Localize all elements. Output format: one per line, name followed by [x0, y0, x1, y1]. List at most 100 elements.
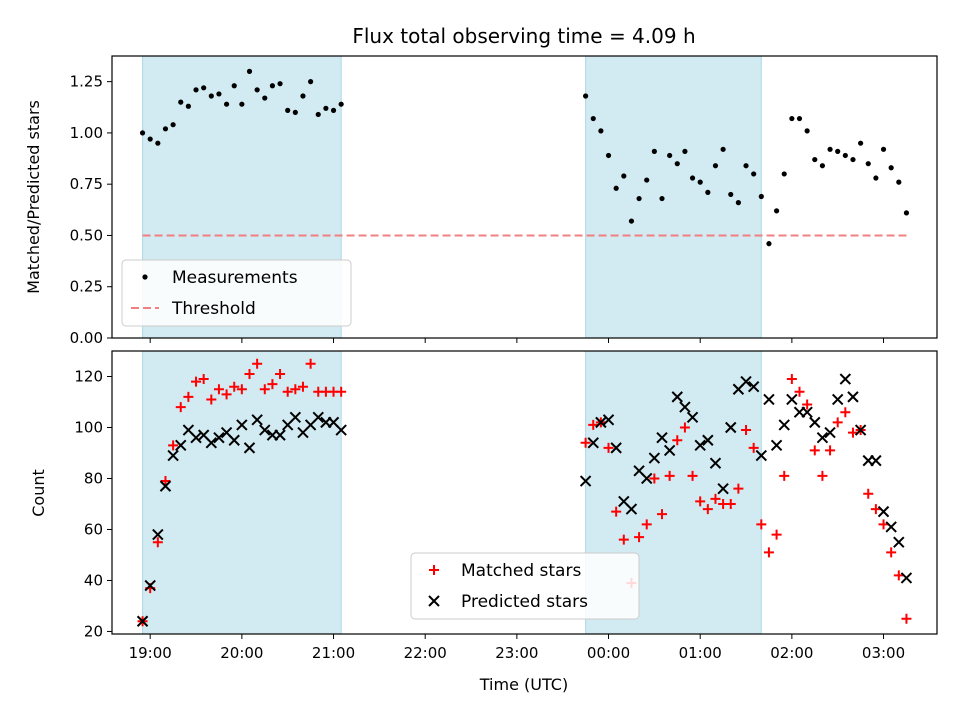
matched-star-point	[252, 358, 263, 369]
matched-star-point	[236, 384, 247, 395]
matched-star-point	[817, 470, 828, 481]
measurement-point	[590, 115, 596, 122]
legend-marker-swatch	[429, 565, 439, 575]
predicted-star-point	[740, 375, 752, 388]
measurement-point	[139, 130, 146, 136]
bottom-y-axis: 20 40 60 80 100 120	[74, 367, 112, 640]
measurement-point	[162, 126, 169, 132]
measurement-point	[751, 171, 757, 177]
matched-star-point	[695, 496, 706, 507]
measurement-point	[223, 101, 230, 107]
top-y-label: Matched/Predicted stars	[24, 100, 43, 294]
predicted-star-point	[289, 411, 302, 423]
measurement-point	[277, 81, 283, 87]
predicted-star-point	[900, 572, 913, 584]
measurement-point	[636, 195, 642, 202]
predicted-star-point	[786, 393, 798, 406]
predicted-star-point	[763, 393, 775, 406]
top-ytick-label: 0.00	[70, 329, 103, 347]
matched-star-point	[893, 570, 904, 581]
predicted-star-point	[274, 429, 286, 441]
xtick-label: 21:00	[312, 644, 355, 662]
matched-star-point	[183, 391, 194, 402]
matched-star-point	[901, 613, 912, 624]
shaded-interval-1	[142, 350, 342, 635]
predicted-star-point	[801, 406, 813, 418]
predicted-star-point	[809, 416, 821, 429]
predicted-star-point	[625, 503, 638, 515]
ratio-panel: 0.00 0.25 0.50 0.75 1.00 1.25 Matched/Predict…	[24, 55, 938, 347]
matched-star-point	[802, 399, 813, 410]
bottom-series-group	[136, 358, 913, 627]
predicted-star-point	[243, 442, 256, 454]
measurement-point	[873, 175, 879, 181]
measurement-point	[858, 140, 864, 146]
predicted-star-point	[755, 449, 768, 462]
predicted-star-point	[251, 414, 263, 426]
matched-star-point	[771, 529, 782, 540]
count-panel: 20 40 60 80 100 120 19:00 20:00 21:00 22:00 23:00…	[29, 350, 938, 694]
legend-marker-swatch	[428, 595, 440, 607]
matched-star-point	[741, 425, 752, 436]
bottom-axes-frame	[111, 350, 938, 635]
predicted-star-point	[686, 411, 699, 423]
measurement-point	[613, 185, 619, 191]
predicted-star-point	[893, 536, 905, 548]
xtick-label: 19:00	[129, 644, 172, 662]
matched-star-point	[229, 381, 240, 392]
predicted-star-point	[587, 437, 599, 449]
matched-star-point	[794, 386, 805, 397]
matched-star-point	[779, 470, 790, 481]
legend-entry-label: Threshold	[171, 299, 256, 319]
legend-entry-label: Measurements	[172, 268, 298, 288]
predicted-star-point	[854, 424, 867, 436]
measurement-point	[178, 99, 184, 105]
predicted-star-point	[824, 426, 836, 439]
legend-entry-label: Predicted stars	[461, 592, 588, 612]
matched-star-point	[863, 488, 874, 499]
matched-star-point	[664, 470, 675, 481]
predicted-star-point	[175, 439, 187, 452]
predicted-star-point	[694, 439, 706, 452]
measurement-point	[896, 179, 902, 185]
xtick-label: 02:00	[770, 644, 813, 662]
bottom-x-axis: 19:00 20:00 21:00 22:00 23:00 00:00 01:00 02:00…	[129, 634, 905, 662]
xtick-label: 00:00	[587, 644, 630, 662]
matched-star-point	[870, 504, 881, 515]
measurement-point	[193, 87, 199, 93]
xtick-label: 23:00	[495, 644, 538, 662]
measurement-point	[170, 122, 176, 128]
matched-star-point	[657, 509, 667, 520]
measurement-point	[835, 148, 841, 154]
chart-title: Flux total observing time = 4.09 h	[352, 24, 695, 48]
xtick-label: 01:00	[679, 644, 722, 662]
predicted-star-point	[709, 457, 722, 469]
measurement-point	[903, 210, 910, 216]
top-ytick-label: 0.25	[70, 278, 103, 296]
measurement-point	[682, 148, 688, 154]
bottom-ytick-label: 100	[74, 418, 103, 436]
measurement-point	[239, 101, 245, 107]
measurement-point	[285, 107, 291, 113]
predicted-star-point	[717, 482, 729, 495]
matched-star-point	[634, 532, 645, 543]
measurement-point	[323, 105, 329, 111]
matched-star-point	[175, 402, 186, 413]
measurement-point	[651, 148, 657, 154]
measurement-point	[201, 85, 207, 91]
matched-star-point	[206, 394, 217, 405]
bottom-ytick-label: 120	[74, 367, 103, 385]
measurement-point	[308, 79, 314, 85]
predicted-star-point	[747, 380, 760, 393]
matched-star-point	[672, 435, 683, 446]
measurement-point	[644, 177, 650, 183]
legend-entry-label: Matched stars	[461, 561, 581, 581]
measurement-point	[758, 193, 764, 200]
measurement-point	[880, 146, 887, 152]
predicted-star-point	[213, 431, 225, 444]
matched-star-point	[809, 445, 820, 456]
measurement-point	[689, 175, 696, 181]
measurement-point	[827, 146, 833, 152]
predicted-star-point	[885, 521, 897, 533]
legend-marker-swatch	[142, 274, 148, 280]
